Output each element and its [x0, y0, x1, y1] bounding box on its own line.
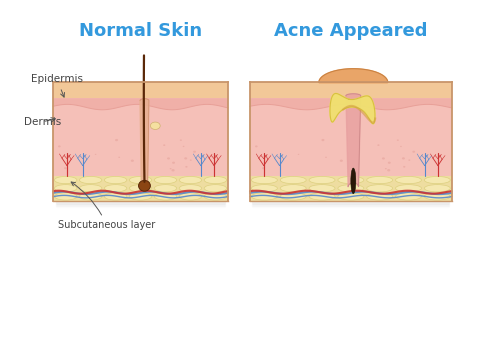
- Ellipse shape: [400, 146, 402, 147]
- Text: Dermis: Dermis: [24, 117, 61, 127]
- Ellipse shape: [204, 176, 227, 184]
- Bar: [53, 176, 228, 201]
- Ellipse shape: [80, 193, 102, 200]
- Ellipse shape: [115, 139, 118, 141]
- Ellipse shape: [104, 193, 127, 200]
- Ellipse shape: [396, 176, 421, 184]
- Ellipse shape: [80, 176, 102, 184]
- Ellipse shape: [340, 160, 343, 162]
- Ellipse shape: [338, 176, 364, 184]
- Ellipse shape: [252, 193, 278, 200]
- Ellipse shape: [396, 185, 421, 192]
- Ellipse shape: [182, 146, 184, 147]
- Ellipse shape: [163, 144, 166, 146]
- Ellipse shape: [172, 169, 174, 172]
- Ellipse shape: [172, 162, 175, 164]
- Ellipse shape: [366, 185, 392, 192]
- Ellipse shape: [351, 168, 356, 194]
- Polygon shape: [140, 99, 149, 187]
- Ellipse shape: [280, 176, 306, 184]
- Ellipse shape: [64, 167, 66, 169]
- Ellipse shape: [78, 156, 80, 158]
- Ellipse shape: [179, 193, 202, 200]
- Polygon shape: [250, 98, 452, 110]
- Bar: [53, 82, 228, 98]
- Ellipse shape: [54, 176, 77, 184]
- Ellipse shape: [104, 176, 127, 184]
- Ellipse shape: [309, 176, 335, 184]
- Ellipse shape: [338, 193, 364, 200]
- Ellipse shape: [95, 154, 96, 155]
- Ellipse shape: [131, 160, 134, 162]
- Ellipse shape: [118, 157, 120, 158]
- Ellipse shape: [138, 180, 150, 191]
- Ellipse shape: [298, 154, 300, 155]
- Ellipse shape: [262, 167, 264, 169]
- Ellipse shape: [130, 193, 152, 200]
- Ellipse shape: [193, 151, 196, 153]
- Ellipse shape: [387, 169, 390, 172]
- Ellipse shape: [58, 145, 60, 147]
- Ellipse shape: [385, 168, 387, 169]
- Ellipse shape: [279, 156, 281, 158]
- Ellipse shape: [366, 193, 392, 200]
- Ellipse shape: [54, 193, 77, 200]
- Text: Subcutaneous layer: Subcutaneous layer: [58, 182, 156, 230]
- Ellipse shape: [255, 145, 258, 147]
- Ellipse shape: [309, 193, 335, 200]
- Ellipse shape: [190, 160, 192, 161]
- Bar: [250, 176, 452, 201]
- Ellipse shape: [402, 157, 405, 160]
- Ellipse shape: [388, 162, 391, 164]
- Ellipse shape: [150, 122, 160, 129]
- Ellipse shape: [179, 176, 202, 184]
- Polygon shape: [346, 94, 360, 187]
- Ellipse shape: [154, 176, 176, 184]
- Ellipse shape: [252, 176, 278, 184]
- Ellipse shape: [280, 193, 306, 200]
- Ellipse shape: [154, 193, 176, 200]
- Ellipse shape: [204, 185, 227, 192]
- Ellipse shape: [396, 193, 421, 200]
- Ellipse shape: [104, 185, 127, 192]
- Ellipse shape: [397, 139, 399, 141]
- Ellipse shape: [338, 185, 364, 192]
- Ellipse shape: [309, 185, 335, 192]
- Ellipse shape: [130, 185, 152, 192]
- Ellipse shape: [186, 166, 188, 168]
- Ellipse shape: [167, 157, 170, 160]
- Bar: [250, 82, 452, 201]
- Ellipse shape: [130, 176, 152, 184]
- Ellipse shape: [378, 144, 380, 146]
- Ellipse shape: [252, 185, 278, 192]
- Ellipse shape: [366, 176, 392, 184]
- Ellipse shape: [424, 193, 450, 200]
- Ellipse shape: [80, 185, 102, 192]
- Ellipse shape: [424, 185, 450, 192]
- Ellipse shape: [204, 193, 227, 200]
- Bar: [250, 82, 452, 98]
- Ellipse shape: [170, 168, 172, 169]
- Ellipse shape: [280, 185, 306, 192]
- Ellipse shape: [382, 157, 385, 160]
- Text: Normal Skin: Normal Skin: [79, 22, 202, 40]
- Polygon shape: [53, 98, 228, 110]
- Ellipse shape: [424, 176, 450, 184]
- Ellipse shape: [184, 157, 187, 160]
- Ellipse shape: [54, 185, 77, 192]
- Ellipse shape: [179, 185, 202, 192]
- Ellipse shape: [154, 185, 176, 192]
- Text: Acne Appeared: Acne Appeared: [274, 22, 428, 40]
- Ellipse shape: [180, 139, 182, 141]
- Bar: [53, 82, 228, 201]
- Polygon shape: [330, 93, 375, 124]
- Ellipse shape: [325, 157, 327, 158]
- Ellipse shape: [412, 151, 415, 153]
- Ellipse shape: [322, 139, 324, 141]
- Polygon shape: [319, 69, 388, 82]
- Ellipse shape: [403, 166, 406, 168]
- Text: Epidermis: Epidermis: [31, 74, 83, 97]
- Ellipse shape: [408, 160, 410, 161]
